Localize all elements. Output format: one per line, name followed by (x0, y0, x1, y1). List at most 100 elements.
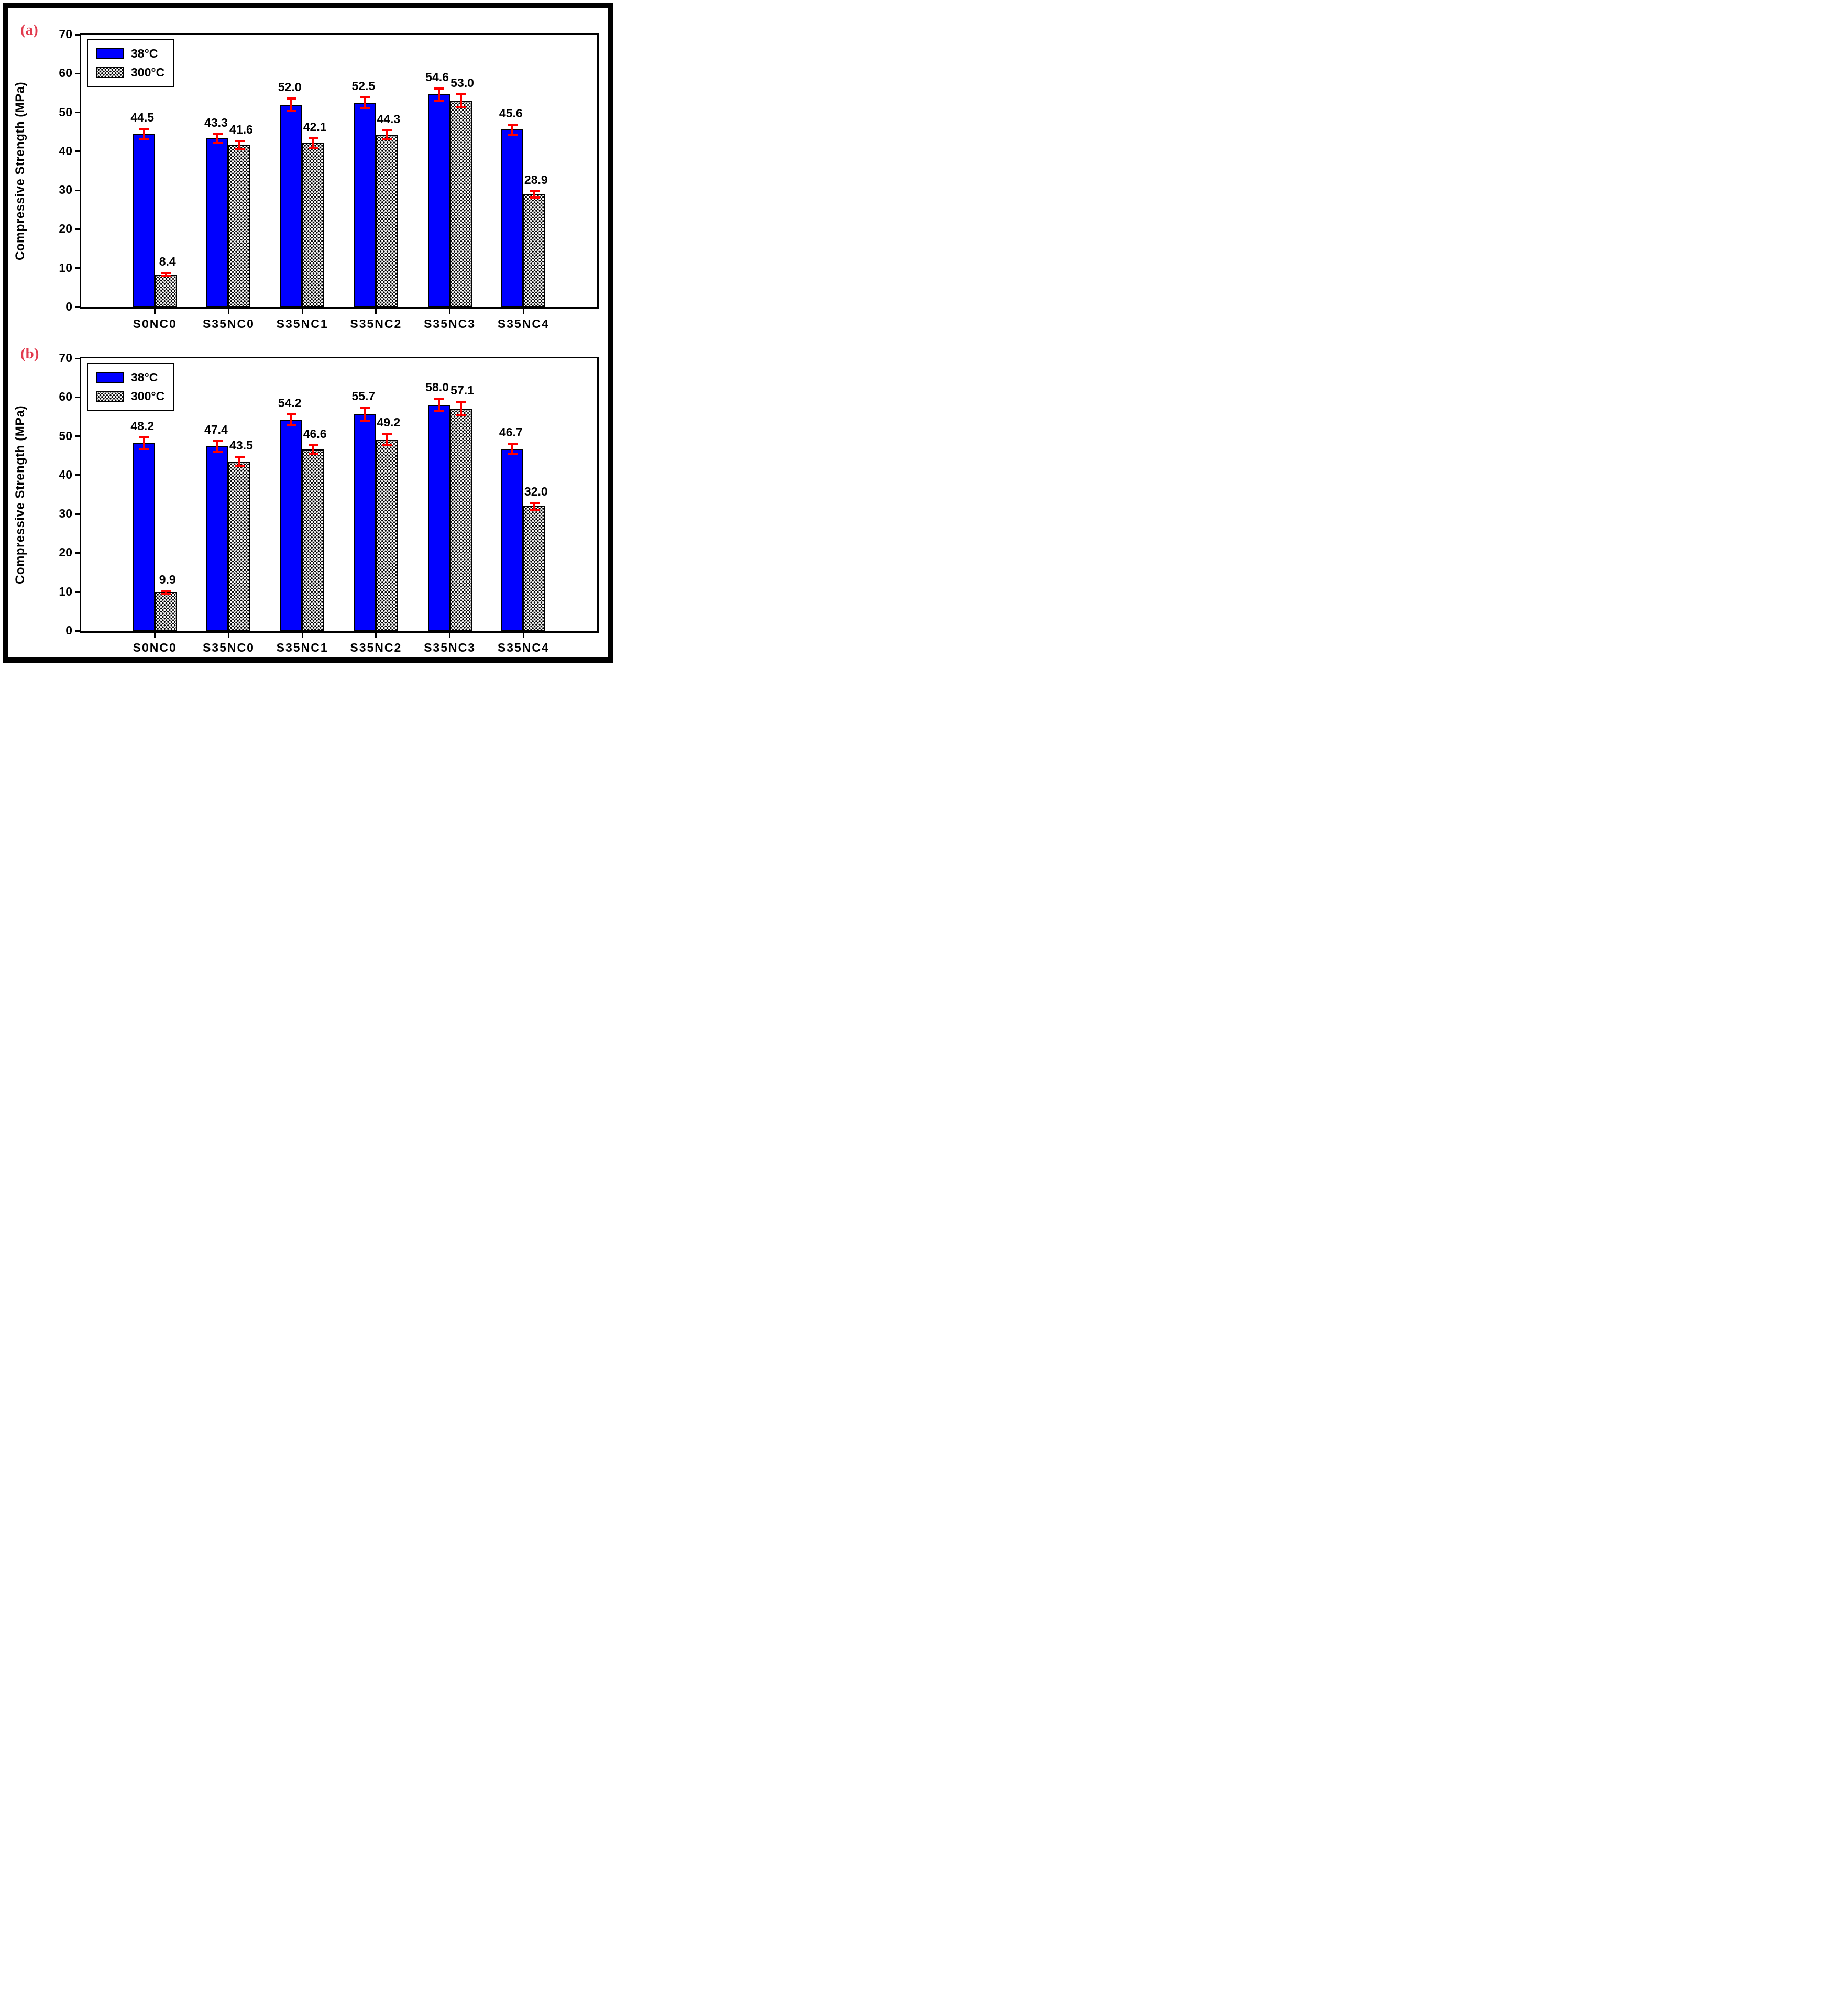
bar-38c-s35nc3 (427, 405, 450, 631)
error-bar-line (238, 140, 241, 150)
x-axis-tick (227, 309, 229, 314)
x-axis-tick (227, 633, 229, 638)
error-bar-cap-bottom (212, 141, 223, 144)
bar-value-label-38c-s35nc2: 52.5 (351, 79, 376, 93)
legend-swatch-300c (96, 67, 124, 78)
error-bar-cap-bottom (360, 107, 370, 109)
error-bar-line (386, 434, 388, 445)
bar-value-label-300c-s0nc0: 9.9 (159, 572, 176, 586)
bar-38c-s35nc1 (280, 104, 303, 307)
bar-value-label-300c-s35nc2: 44.3 (377, 112, 401, 126)
error-bar-line (164, 273, 167, 276)
error-bar-line (312, 138, 315, 148)
bar-value-label-300c-s35nc4: 28.9 (524, 173, 548, 187)
y-axis-tick (75, 474, 80, 476)
bar-value-label-300c-s35nc0: 43.5 (229, 438, 253, 452)
y-axis-tick-label: 20 (59, 222, 72, 236)
legend-box: 38°C 300°C (87, 363, 175, 411)
error-bar-cap-top (456, 93, 466, 96)
y-axis-tick-label: 30 (59, 507, 72, 521)
error-bar-cap-top (308, 444, 318, 446)
error-bar-cap-bottom (434, 99, 444, 102)
error-bar-line (364, 407, 366, 421)
figure-frame: (a) Compressive Strength (MPa) 38°C 300°C… (3, 3, 613, 663)
bar-value-label-300c-s35nc2: 49.2 (377, 415, 401, 430)
bar-value-label-38c-s0nc0: 44.5 (130, 110, 155, 124)
category-label-s35nc3: S35NC3 (424, 317, 476, 331)
x-axis-tick (522, 633, 524, 638)
panel-a-plot-area: 38°C 300°C 44.5 43.3 52.0 52.5 54.6 45.6 8.4 41.6… (80, 33, 599, 309)
x-axis-tick (375, 309, 377, 314)
error-bar-line (437, 89, 440, 101)
error-bar-cap-bottom (234, 465, 245, 467)
y-axis-tick-label: 70 (59, 351, 72, 365)
x-axis-tick (449, 633, 451, 638)
bar-value-label-38c-s35nc1: 54.2 (278, 396, 302, 410)
panel-a-y-axis-title: Compressive Strength (MPa) (13, 81, 27, 260)
error-bar-line (459, 402, 462, 415)
y-axis-tick-label: 60 (59, 390, 72, 404)
y-axis-tick-label: 40 (59, 467, 72, 481)
bar-300c-s35nc0 (228, 145, 251, 307)
error-bar-cap-bottom (161, 274, 171, 277)
bar-value-label-38c-s35nc4: 46.7 (499, 425, 523, 440)
category-label-s0nc0: S0NC0 (133, 641, 177, 654)
panel-a: (a) Compressive Strength (MPa) 38°C 300°C… (8, 9, 608, 333)
bar-38c-s35nc4 (501, 449, 524, 631)
error-bar-cap-bottom (507, 133, 518, 136)
bar-value-label-300c-s35nc1: 42.1 (303, 120, 327, 134)
error-bar-cap-top (234, 455, 245, 458)
bar-300c-s0nc0 (155, 592, 177, 631)
y-axis-tick-label: 70 (59, 27, 72, 41)
error-bar-line (437, 399, 440, 412)
bar-300c-s35nc4 (523, 506, 546, 631)
category-label-s35nc2: S35NC2 (350, 641, 402, 654)
bar-38c-s35nc2 (354, 103, 376, 307)
y-axis-tick-label: 0 (65, 300, 72, 313)
error-bar-line (216, 441, 219, 452)
error-bar-cap-top (234, 139, 245, 142)
error-bar-cap-bottom (456, 106, 466, 108)
error-bar-line (312, 445, 315, 454)
bar-38c-s35nc2 (354, 414, 376, 631)
error-bar-line (459, 94, 462, 107)
bar-300c-s35nc4 (523, 194, 546, 307)
x-axis-tick (301, 309, 303, 314)
y-axis-tick-label: 60 (59, 66, 72, 80)
error-bar-line (511, 444, 514, 454)
error-bar-cap-top (382, 433, 392, 435)
error-bar-cap-top (286, 413, 296, 415)
y-axis-tick (75, 34, 80, 36)
error-bar-cap-top (382, 129, 392, 131)
y-axis-tick (75, 189, 80, 191)
bar-value-label-300c-s35nc3: 57.1 (450, 383, 474, 398)
category-label-s35nc3: S35NC3 (424, 641, 476, 654)
y-axis-tick (75, 513, 80, 515)
error-bar-cap-bottom (529, 196, 540, 199)
y-axis-tick (75, 267, 80, 269)
legend-box: 38°C 300°C (87, 39, 175, 87)
bar-300c-s35nc3 (449, 408, 472, 631)
bar-300c-s0nc0 (155, 274, 177, 307)
error-bar-cap-bottom (434, 410, 444, 413)
bar-300c-s35nc1 (302, 449, 325, 631)
bar-38c-s35nc3 (427, 94, 450, 307)
y-axis-tick-label: 0 (65, 623, 72, 637)
category-label-s35nc4: S35NC4 (497, 641, 549, 654)
y-axis-tick-label: 20 (59, 545, 72, 560)
error-bar-cap-bottom (139, 448, 149, 451)
error-bar-cap-bottom (382, 443, 392, 446)
bar-value-label-300c-s0nc0: 8.4 (159, 255, 176, 269)
y-axis-tick (75, 396, 80, 398)
bar-38c-s35nc0 (206, 138, 229, 307)
y-axis-tick (75, 112, 80, 114)
error-bar-cap-bottom (161, 593, 171, 595)
error-bar-cap-top (360, 406, 370, 409)
bar-value-label-38c-s35nc3: 58.0 (425, 380, 449, 394)
error-bar-cap-top (360, 96, 370, 98)
legend-swatch-38c (96, 48, 124, 59)
error-bar-line (238, 456, 241, 466)
error-bar-line (142, 437, 145, 449)
bar-value-label-300c-s35nc0: 41.6 (229, 122, 253, 136)
error-bar-cap-bottom (234, 148, 245, 151)
